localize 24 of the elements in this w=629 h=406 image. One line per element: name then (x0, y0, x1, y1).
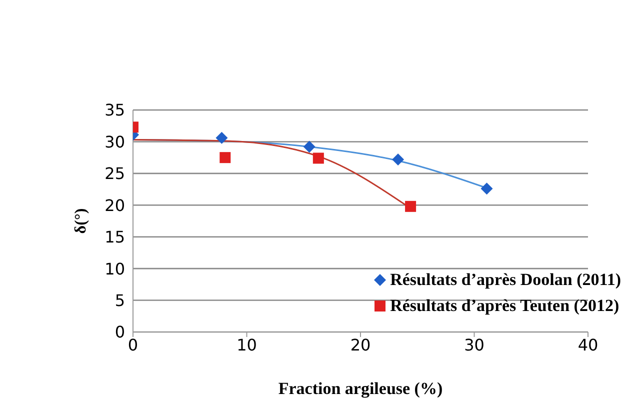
y-tick-label: 10 (104, 259, 125, 278)
point (220, 152, 231, 164)
x-axis-title: Fraction argileuse (%) (278, 379, 443, 398)
y-axis-title: δ(°) (72, 208, 90, 234)
y-tick-label: 5 (114, 290, 125, 310)
y-tick-label: 20 (104, 196, 125, 215)
point (480, 182, 493, 195)
y-tick-label: 35 (104, 100, 125, 120)
legend-label: Résultats d’après Teuten (2012) (390, 296, 620, 316)
y-tick-label: 0 (114, 322, 125, 342)
point (216, 132, 228, 144)
point (312, 152, 324, 164)
point (392, 153, 404, 166)
point (405, 200, 416, 212)
x-tick-label: 40 (578, 335, 598, 354)
y-tick-label: 25 (104, 164, 125, 184)
x-tick-label: 10 (236, 335, 257, 354)
y-tick-label: 15 (104, 228, 125, 247)
y-tick-label: 30 (104, 132, 125, 152)
x-tick-label: 30 (464, 335, 484, 354)
legend-label: Résultats d’après Doolan (2011) (390, 270, 621, 290)
x-tick-label: 20 (350, 335, 371, 354)
x-tick-label: 0 (128, 335, 138, 354)
point (303, 140, 316, 153)
